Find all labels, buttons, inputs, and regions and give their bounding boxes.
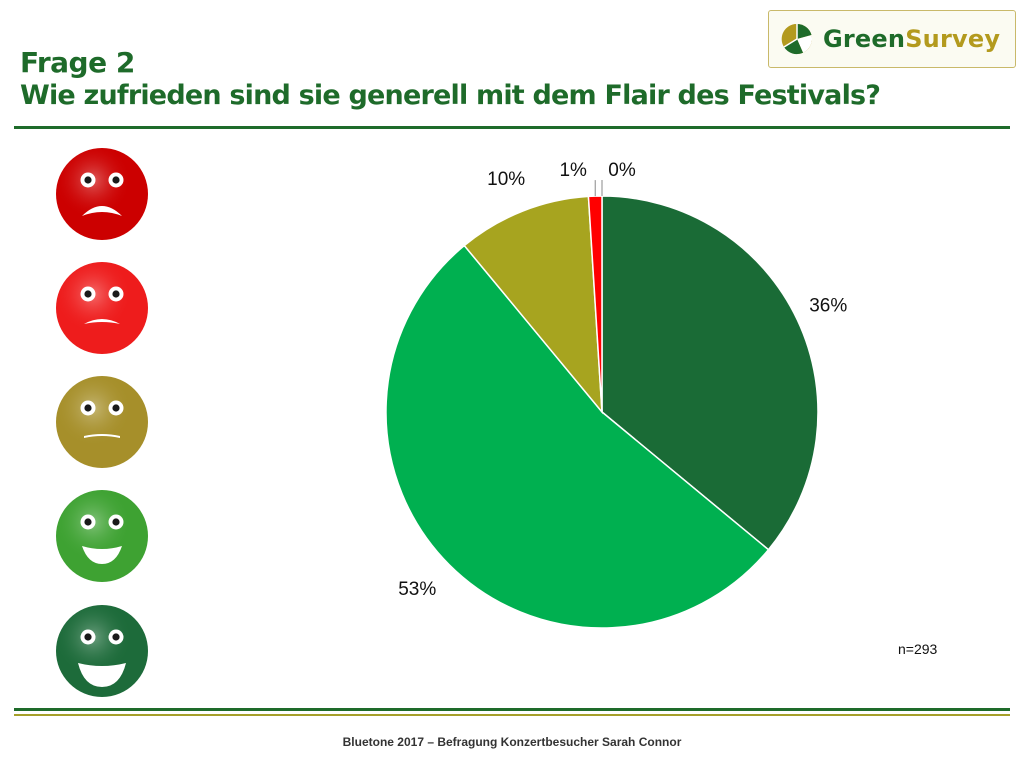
smiley-mouth [84, 319, 120, 324]
footer-divider-green [14, 708, 1010, 711]
pie-chart-svg: 36% 53% 10% 1% 0% [385, 160, 847, 629]
pie-label-1: 36% [809, 296, 847, 317]
smiley-mouth [82, 206, 122, 216]
smiley-neutral-icon [56, 376, 148, 468]
logo-text-green: Green [823, 25, 906, 53]
pie-slice-2 [385, 244, 770, 629]
pie-slice-3 [463, 195, 603, 415]
smiley-mouth [84, 434, 120, 438]
footer-divider-gold [14, 714, 1010, 716]
pie-label-5: 0% [608, 160, 636, 181]
footer-text: Bluetone 2017 – Befragung Konzertbesuche… [342, 735, 682, 749]
smiley-dissatisfied-icon [56, 262, 148, 354]
title-question-text: Wie zufrieden sind sie generell mit dem … [20, 80, 881, 111]
logo-wordmark: GreenSurvey [823, 25, 1000, 53]
pie-chart: 36% 53% 10% 1% 0% [360, 150, 880, 650]
logo-text-survey: Survey [905, 25, 1001, 53]
pie-logo-icon [781, 23, 813, 55]
header-divider [14, 126, 1010, 129]
sample-size: n=293 [898, 641, 938, 657]
pie-slice-1 [601, 195, 819, 551]
smiley-very-dissatisfied-icon [56, 148, 148, 240]
greensurvey-logo: GreenSurvey [768, 10, 1016, 68]
page-title: Frage 2 Wie zufrieden sind sie generell … [20, 46, 881, 112]
smiley-mouth [78, 663, 126, 687]
smiley-very-satisfied-icon [56, 605, 148, 697]
smiley-satisfied-icon [56, 490, 148, 582]
pie-label-4: 1% [559, 160, 587, 181]
pie-label-3: 10% [487, 169, 525, 190]
smiley-mouth [82, 546, 122, 564]
title-question-number: Frage 2 [20, 46, 135, 79]
smiley-scale [54, 146, 150, 697]
pie-label-2: 53% [398, 579, 436, 600]
